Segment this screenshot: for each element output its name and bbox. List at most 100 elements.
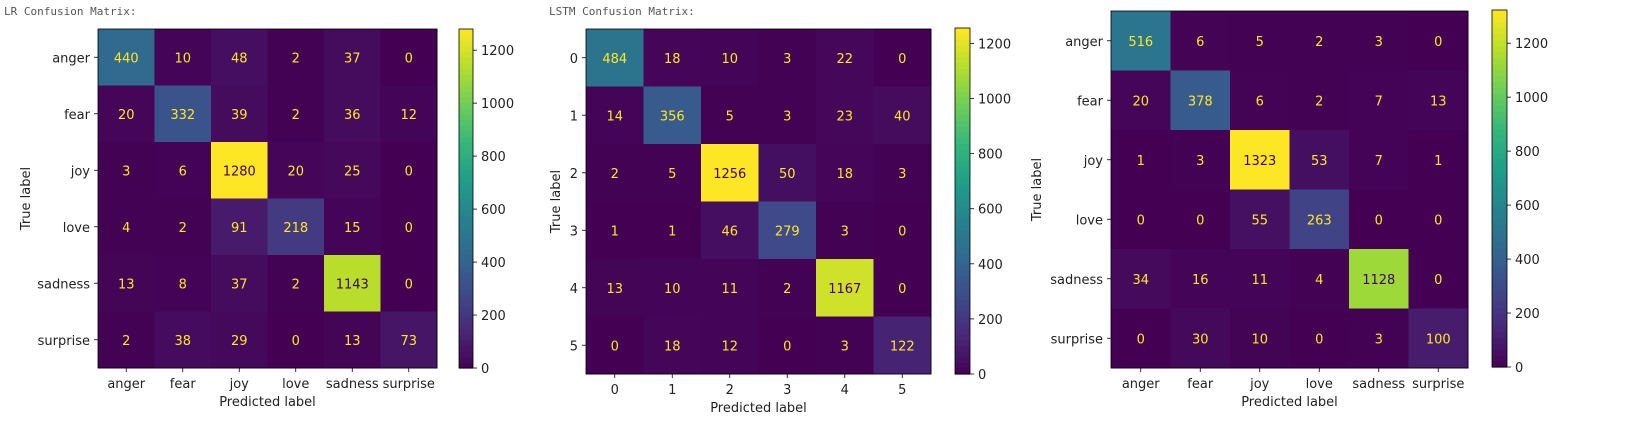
heatmap-cell — [816, 259, 874, 317]
heatmap-cell — [1230, 189, 1290, 250]
colorbar-segment — [459, 198, 473, 205]
heatmap-cell — [1230, 70, 1290, 131]
heatmap-cell — [154, 29, 212, 86]
colorbar-segment — [955, 247, 970, 254]
colorbar-segment — [1492, 93, 1507, 100]
heatmap-cell — [586, 259, 644, 317]
colorbar-segment — [955, 310, 970, 317]
cell-value-label: 484 — [602, 52, 627, 67]
heatmap-cell — [643, 316, 702, 375]
cell-value-label: 1143 — [336, 277, 369, 292]
colorbar-segment — [1492, 33, 1507, 41]
y-tick-label: love — [1076, 213, 1103, 228]
colorbar-segment — [1492, 313, 1507, 320]
colorbar-segment — [1492, 152, 1507, 160]
colorbar-tick-label: 800 — [978, 148, 1003, 163]
cell-value-label: 11 — [1251, 273, 1268, 288]
colorbar-segment — [1492, 325, 1507, 332]
heatmap-cell — [267, 85, 325, 143]
cell-value-label: 22 — [836, 52, 853, 67]
cell-value-label: 0 — [405, 164, 413, 179]
colorbar-segment — [1492, 259, 1507, 267]
colorbar-segment — [1492, 81, 1507, 88]
heatmap-cell — [267, 311, 325, 369]
colorbar-segment — [459, 29, 473, 36]
cell-value-label: 13 — [1430, 94, 1447, 109]
cell-value-label: 91 — [231, 221, 248, 236]
colorbar-segment — [459, 74, 473, 81]
colorbar-segment — [1492, 111, 1507, 118]
cell-value-label: 5 — [1256, 35, 1264, 50]
heatmap-cell — [758, 201, 817, 260]
heatmap-cell — [586, 316, 644, 375]
y-axis-label: True label — [19, 167, 34, 231]
colorbar-segment — [1492, 182, 1507, 190]
colorbar-segment — [1492, 99, 1507, 106]
cell-value-label: 10 — [664, 282, 681, 297]
y-tick-label: 1 — [570, 109, 578, 124]
colorbar-segment — [955, 252, 970, 260]
heatmap-cell — [1289, 308, 1350, 369]
cell-value-label: 36 — [344, 108, 361, 123]
colorbar-segment — [955, 189, 970, 196]
colorbar-segment — [955, 108, 970, 116]
heatmap-cell — [1111, 249, 1171, 309]
cell-value-label: 3 — [122, 164, 130, 179]
colorbar-tick-label: 600 — [1515, 199, 1540, 214]
cell-value-label: 263 — [1307, 213, 1332, 228]
cell-value-label: 14 — [606, 109, 623, 124]
colorbar-segment — [459, 334, 473, 341]
colorbar-segment — [459, 164, 473, 171]
cell-value-label: 37 — [231, 277, 248, 292]
colorbar-tick-label: 400 — [978, 258, 1003, 273]
colorbar-tick-label: 1200 — [481, 44, 514, 59]
heatmap-cell — [1349, 11, 1409, 71]
colorbar-segment — [1492, 349, 1507, 356]
cell-value-label: 55 — [1251, 213, 1268, 228]
colorbar-segment — [459, 255, 473, 262]
colorbar-segment — [1492, 63, 1507, 71]
cell-value-label: 1167 — [828, 282, 861, 297]
heatmap-cell — [98, 198, 155, 256]
cell-value-label: 10 — [174, 51, 191, 66]
cell-value-label: 0 — [898, 224, 906, 239]
colorbar-segment — [1492, 69, 1507, 77]
cell-value-label: 20 — [287, 164, 304, 179]
cell-value-label: 122 — [890, 339, 915, 354]
cell-value-label: 6 — [1256, 94, 1264, 109]
cell-value-label: 0 — [1434, 273, 1442, 288]
cell-value-label: 0 — [898, 52, 906, 67]
cell-value-label: 34 — [1132, 273, 1149, 288]
cell-value-label: 1 — [668, 224, 676, 239]
y-tick-label: 5 — [570, 339, 578, 354]
x-tick-label: anger — [1122, 377, 1160, 392]
cell-value-label: 100 — [1426, 332, 1451, 347]
colorbar-segment — [1492, 206, 1507, 213]
colorbar-segment — [459, 96, 473, 104]
chart-panel-0: LR Confusion Matrix:440 10 48 2 37 020 332 39 2 3… — [4, 5, 514, 410]
heatmap-cell — [324, 85, 381, 143]
colorbar-segment — [459, 85, 473, 92]
cell-value-label: 3 — [783, 52, 791, 67]
cell-value-label: 40 — [894, 109, 911, 124]
cell-value-label: 1323 — [1243, 154, 1276, 169]
cell-value-label: 2 — [611, 167, 619, 182]
y-tick-label: 4 — [570, 282, 578, 297]
heatmap-cell — [586, 144, 644, 202]
cell-value-label: 39 — [231, 108, 248, 123]
colorbar-segment — [459, 362, 473, 369]
heatmap-cell — [1408, 308, 1469, 369]
y-tick-label: love — [63, 221, 90, 236]
cell-value-label: 46 — [721, 224, 738, 239]
cell-value-label: 516 — [1128, 35, 1153, 50]
y-tick-label: anger — [1065, 35, 1103, 50]
heatmap-cell — [154, 255, 212, 312]
colorbar-tick-label: 200 — [481, 309, 506, 324]
colorbar-segment — [459, 153, 473, 160]
colorbar-segment — [459, 45, 473, 53]
colorbar-segment — [459, 243, 473, 250]
cell-value-label: 13 — [606, 282, 623, 297]
colorbar-segment — [955, 350, 970, 358]
colorbar-tick-label: 0 — [481, 362, 489, 377]
plot-frame — [1110, 10, 1469, 369]
